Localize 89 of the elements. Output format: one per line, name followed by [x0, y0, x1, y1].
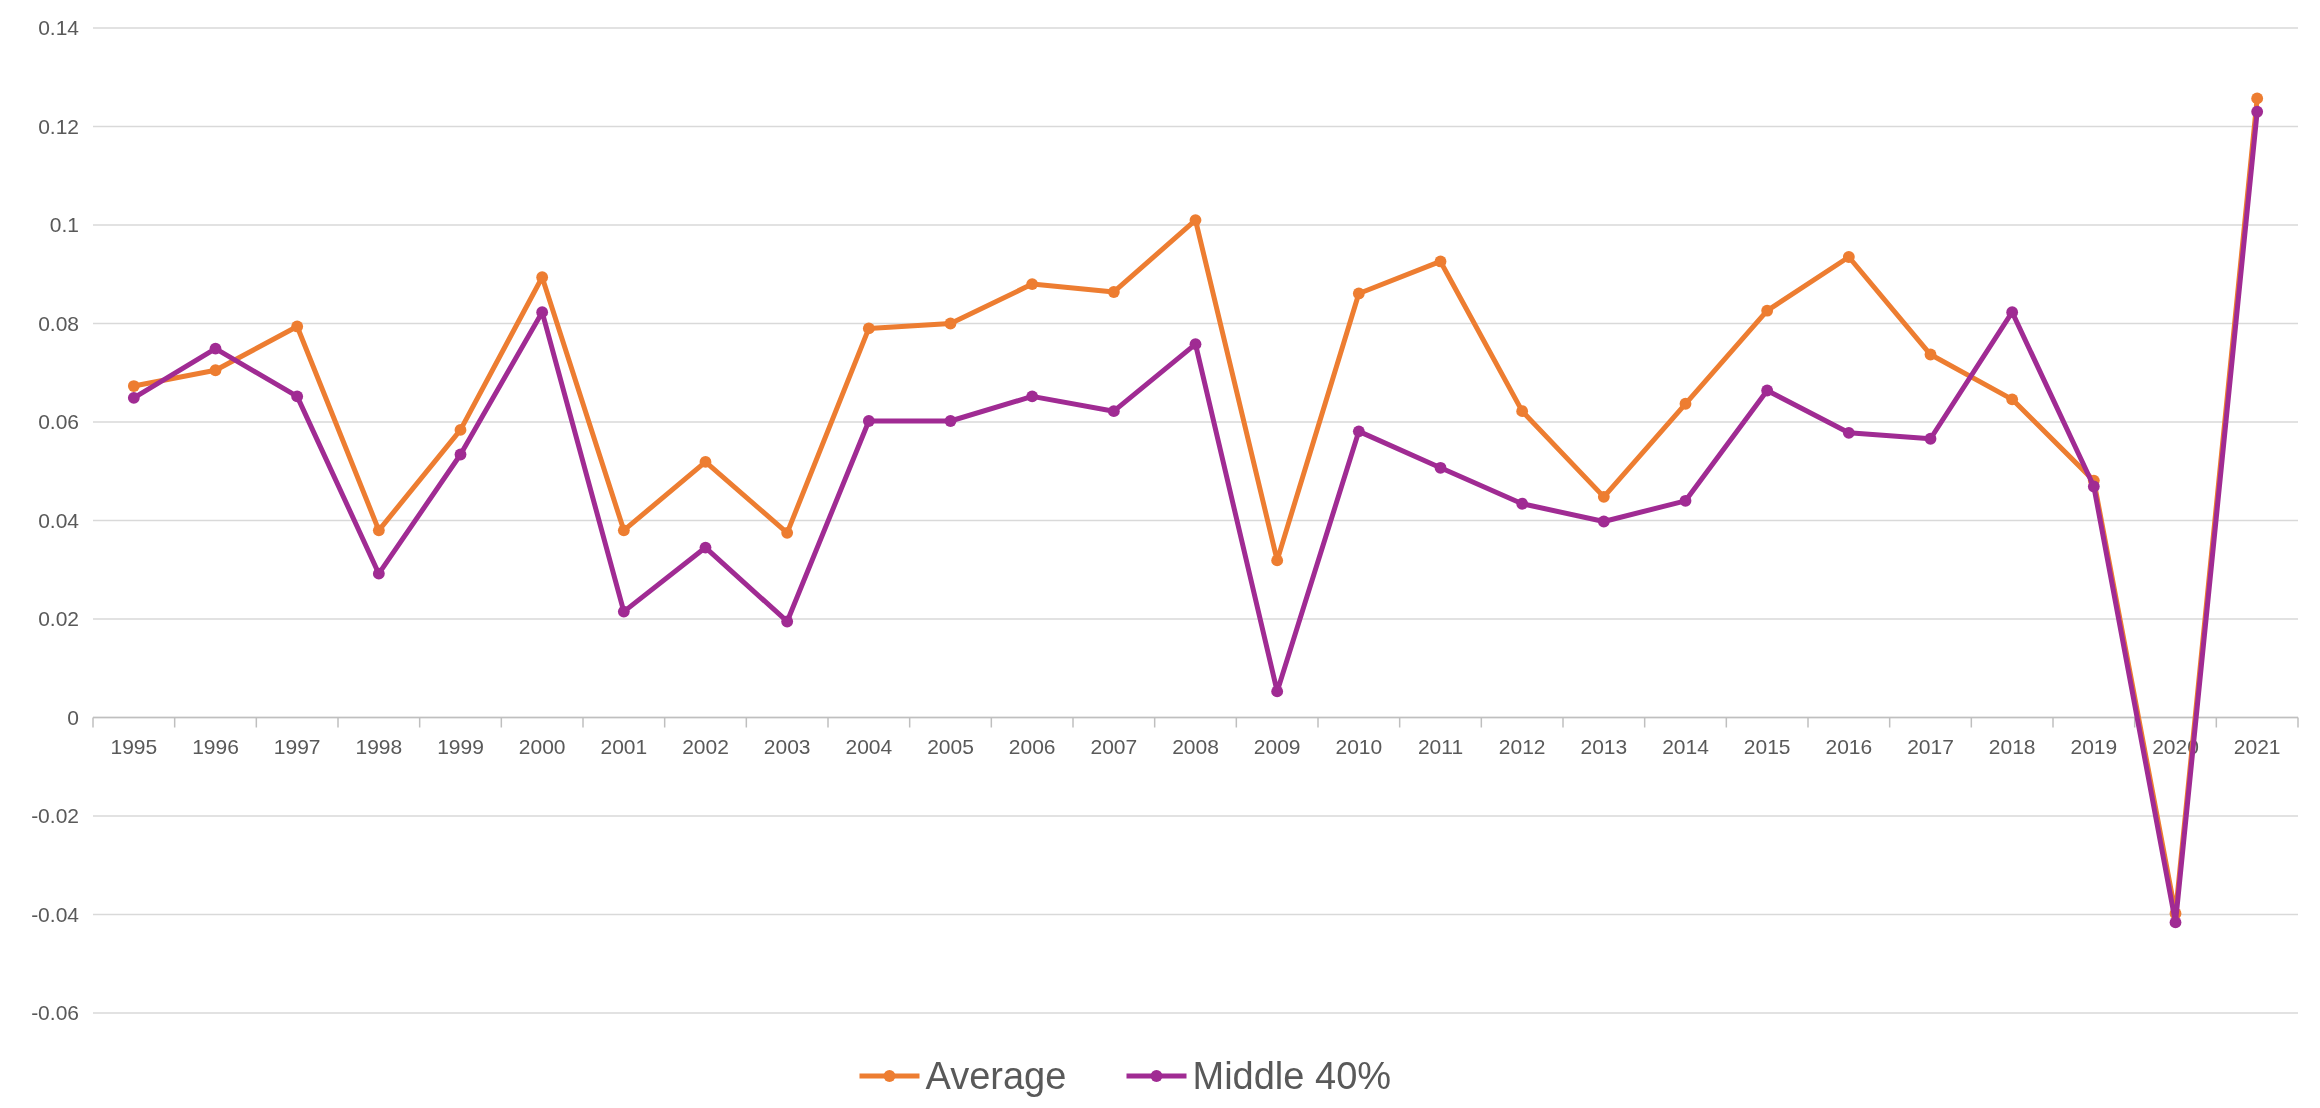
x-tick-label: 1996	[192, 734, 239, 758]
x-tick-label: 2005	[927, 734, 974, 758]
x-tick-label: 2018	[1988, 734, 2036, 758]
point	[1026, 278, 1039, 291]
point	[372, 567, 385, 580]
x-tick-label: 1999	[437, 734, 484, 758]
point	[1516, 405, 1529, 418]
legend-label: Middle 40%	[1192, 1055, 1392, 1098]
point	[781, 526, 794, 539]
y-tick-label: 0.06	[38, 410, 79, 434]
point	[1026, 390, 1039, 403]
y-tick-label: 0.14	[38, 16, 80, 40]
x-tick-label: 2003	[763, 734, 811, 758]
point	[1352, 425, 1365, 438]
point	[1271, 685, 1284, 698]
x-tick-label: 2021	[2233, 734, 2281, 758]
x-tick-label: 1997	[273, 734, 321, 758]
point	[2006, 393, 2019, 406]
point	[2087, 480, 2100, 493]
point	[1189, 214, 1202, 226]
point	[1107, 405, 1120, 418]
point	[372, 524, 385, 537]
point	[1189, 338, 1202, 351]
point	[1107, 286, 1120, 298]
x-tick-label: 2000	[518, 734, 566, 758]
point	[699, 455, 712, 468]
point	[617, 524, 630, 537]
point	[1679, 397, 1692, 410]
point	[1434, 255, 1447, 268]
point	[1842, 426, 1855, 439]
x-tick-label: 2007	[1090, 734, 1138, 758]
point	[127, 391, 140, 404]
y-tick-label: 0.02	[38, 607, 79, 631]
y-tick-label: 0.12	[38, 114, 79, 138]
point	[944, 415, 957, 427]
point	[1352, 287, 1365, 300]
x-tick-label: 2006	[1008, 734, 1056, 758]
point	[1761, 304, 1774, 317]
y-tick-label: -0.02	[31, 804, 79, 828]
x-tick-label: 1998	[355, 734, 403, 758]
x-tick-label: 2004	[845, 734, 893, 758]
point	[2006, 306, 2019, 319]
point	[209, 342, 222, 355]
x-tick-label: 2014	[1662, 734, 1710, 758]
x-tick-label: 2016	[1825, 734, 1873, 758]
point	[944, 317, 957, 330]
x-tick-label: 2009	[1253, 734, 1301, 758]
point	[617, 605, 630, 618]
point	[2251, 92, 2264, 105]
x-tick-label: 2008	[1172, 734, 1219, 758]
point	[291, 390, 304, 403]
y-tick-label: 0.1	[49, 213, 79, 237]
point	[454, 448, 467, 461]
x-tick-label: 2002	[682, 734, 729, 758]
x-tick-label: 2013	[1580, 734, 1628, 758]
point	[1679, 494, 1692, 507]
x-tick-label: 2015	[1743, 734, 1791, 758]
x-tick-label: 1995	[110, 734, 158, 758]
y-tick-label: 0.08	[38, 311, 79, 335]
point	[1597, 490, 1610, 503]
x-tick-label: 2010	[1335, 734, 1383, 758]
point	[1434, 461, 1447, 474]
point	[291, 320, 304, 333]
legend-label: Average	[925, 1055, 1067, 1098]
point	[1761, 384, 1774, 397]
point	[1271, 554, 1284, 567]
point	[2251, 105, 2264, 118]
point	[862, 415, 875, 427]
x-tick-label: 2011	[1417, 734, 1464, 758]
x-tick-label: 2012	[1498, 734, 1546, 758]
point	[781, 615, 794, 628]
point	[209, 364, 222, 377]
point	[1924, 432, 1937, 445]
point	[699, 541, 712, 554]
point	[1597, 515, 1610, 528]
x-tick-label: 2001	[600, 734, 648, 758]
y-tick-label: -0.04	[31, 902, 80, 926]
point	[127, 380, 140, 392]
x-tick-label: 2019	[2070, 734, 2118, 758]
point	[1516, 497, 1529, 510]
x-tick-label: 2017	[1907, 734, 1954, 758]
point	[2169, 916, 2182, 929]
point	[1924, 348, 1937, 361]
y-tick-label: 0.04	[38, 508, 80, 532]
point	[1842, 251, 1855, 263]
y-tick-label: -0.06	[31, 1001, 79, 1025]
point	[454, 423, 467, 436]
point	[862, 322, 875, 335]
y-tick-label: 0	[67, 705, 79, 729]
